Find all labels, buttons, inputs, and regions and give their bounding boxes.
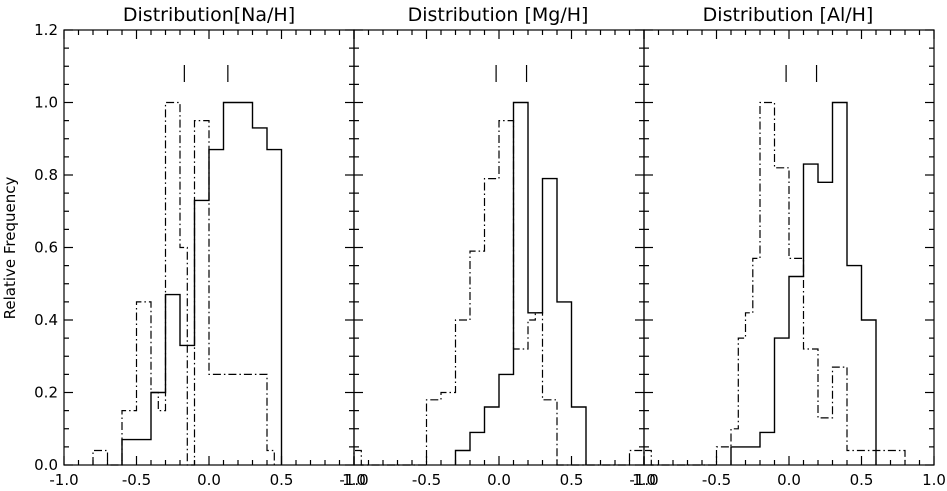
y-tick-label: 1.0 <box>34 94 58 112</box>
y-tick-label: 1.2 <box>34 21 58 39</box>
panel-title-mg: Distribution [Mg/H] <box>408 4 589 26</box>
x-tick-label: 0.5 <box>270 471 294 489</box>
panel-title-al: Distribution [Al/H] <box>703 4 874 26</box>
x-tick-label: -1.0 <box>339 471 368 489</box>
histogram-dashdot-mg <box>353 120 645 466</box>
panel-title-na: Distribution[Na/H] <box>123 4 295 26</box>
x-tick-label: 0.5 <box>560 471 584 489</box>
plot-frame-al <box>643 29 935 466</box>
x-tick-label: 1.0 <box>632 471 656 489</box>
y-tick-label: 0.8 <box>34 166 58 184</box>
x-tick-label: 0.0 <box>197 471 221 489</box>
histogram-solid-al <box>730 101 877 465</box>
histogram-solid-mg <box>454 101 587 465</box>
x-tick-label: 0.5 <box>850 471 874 489</box>
histogram-dashdot-na <box>92 101 275 466</box>
y-tick-label: 0.2 <box>34 384 58 402</box>
x-tick-label: -0.5 <box>412 471 441 489</box>
plot-frame-na <box>63 29 355 466</box>
x-tick-label: 0.0 <box>487 471 511 489</box>
histogram-dashdot-al <box>643 101 906 466</box>
y-tick-label: 0.0 <box>34 456 58 474</box>
x-tick-label: -0.5 <box>702 471 731 489</box>
x-tick-label: -1.0 <box>629 471 658 489</box>
x-tick-label: 1.0 <box>342 471 366 489</box>
y-axis-label: Relative Frequency <box>1 177 19 320</box>
x-tick-label: 1.0 <box>922 471 946 489</box>
panel-al: Distribution [Al/H] -1.0 -0.5 0.0 0.5 1.0 <box>629 4 946 489</box>
histogram-solid-na <box>121 101 283 465</box>
x-tick-label: -1.0 <box>49 471 78 489</box>
panel-na: Distribution[Na/H] -1.0 -0.5 0.0 0.5 1.0 0.0 0… <box>34 4 366 489</box>
y-tick-label: 0.6 <box>34 239 58 257</box>
x-tick-label: 0.0 <box>777 471 801 489</box>
x-tick-label: -0.5 <box>122 471 151 489</box>
y-tick-label: 0.4 <box>34 311 58 329</box>
panel-mg: Distribution [Mg/H] -1.0 -0.5 0.0 0.5 1.0 <box>339 4 656 489</box>
